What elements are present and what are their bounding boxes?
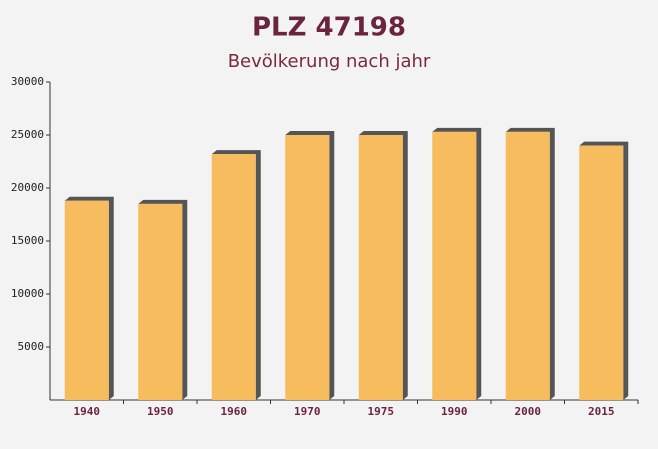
bar (579, 145, 624, 400)
bar-shadow (211, 150, 261, 400)
x-tick-label: 2000 (515, 405, 542, 418)
x-tick-label: 1940 (74, 405, 101, 418)
bar (211, 154, 256, 400)
bar (358, 135, 403, 400)
bar-shadow (432, 127, 482, 400)
x-tick-label: 1990 (441, 405, 468, 418)
bar (285, 135, 330, 400)
bar (64, 200, 109, 400)
chart-title: PLZ 47198 (252, 13, 406, 43)
bar-shadow (358, 131, 408, 400)
bar-shadow (138, 199, 188, 400)
bar (432, 131, 477, 400)
y-tick-label: 30000 (11, 75, 44, 88)
y-tick-label: 10000 (11, 287, 44, 300)
x-tick-label: 1975 (368, 405, 395, 418)
bar-shadow (64, 196, 114, 400)
x-tick-label: 1950 (147, 405, 174, 418)
chart-subtitle: Bevölkerung nach jahr (228, 51, 431, 72)
x-tick-label: 1960 (221, 405, 248, 418)
bar-shadow (285, 131, 335, 400)
x-tick-label: 2015 (588, 405, 615, 418)
y-tick-label: 25000 (11, 128, 44, 141)
bar-shadow (579, 141, 629, 400)
y-tick-label: 15000 (11, 234, 44, 247)
bar (505, 131, 550, 400)
x-tick-label: 1970 (294, 405, 321, 418)
y-tick-label: 20000 (11, 181, 44, 194)
bar-shadow (505, 127, 555, 400)
y-tick-label: 5000 (18, 340, 45, 353)
bar (138, 203, 183, 400)
